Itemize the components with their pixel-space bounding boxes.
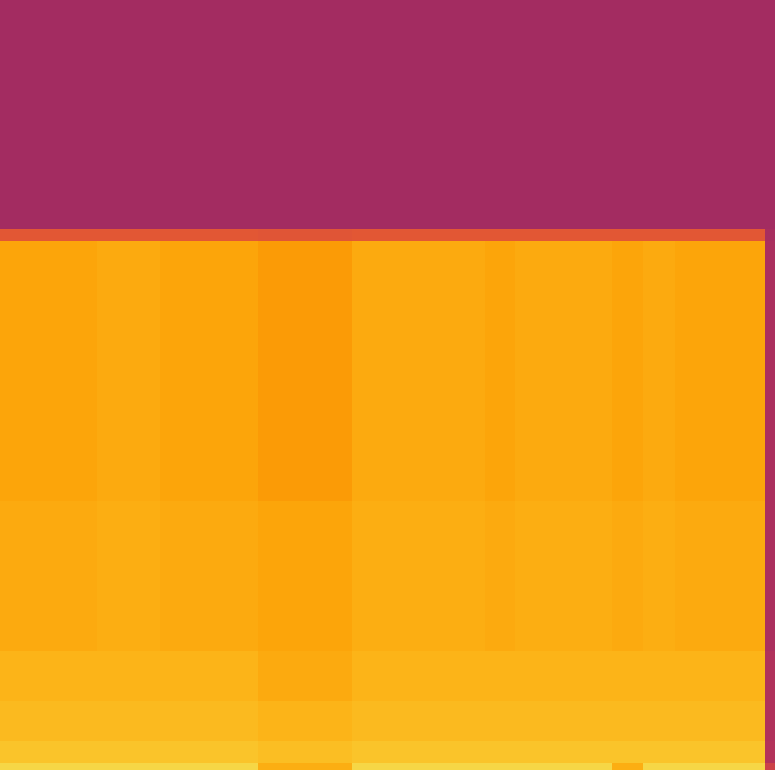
- heatmap-cell: [352, 500, 486, 651]
- chart: [0, 0, 775, 770]
- heatmap-cell: [765, 762, 775, 770]
- heatmap-cell: [515, 228, 613, 241]
- heatmap-cell: [258, 740, 353, 763]
- heatmap-cell: [258, 650, 353, 701]
- heatmap-cell: [515, 240, 613, 501]
- heatmap-cell: [485, 240, 516, 501]
- heatmap-cell: [258, 228, 353, 241]
- heatmap-cell: [612, 228, 644, 241]
- heatmap-cell: [258, 240, 353, 501]
- heatmap-cell: [352, 762, 486, 770]
- heatmap-cell: [515, 762, 613, 770]
- heatmap-cell: [643, 0, 676, 229]
- heatmap-cell: [515, 0, 613, 229]
- heatmap-cell: [765, 240, 775, 501]
- heatmap-cell: [97, 240, 161, 501]
- heatmap-cell: [765, 740, 775, 763]
- heatmap-cell: [643, 228, 676, 241]
- heatmap-cell: [352, 240, 486, 501]
- heatmap-cell: [97, 700, 161, 741]
- heatmap-cell: [485, 762, 516, 770]
- heatmap-cell: [97, 0, 161, 229]
- heatmap-cell: [258, 500, 353, 651]
- heatmap-cells: [0, 0, 775, 770]
- heatmap-cell: [515, 700, 613, 741]
- heatmap-cell: [160, 0, 259, 229]
- heatmap-cell: [643, 650, 676, 701]
- heatmap-cell: [765, 228, 775, 241]
- heatmap-cell: [485, 650, 516, 701]
- heatmap-cell: [0, 500, 98, 651]
- heatmap-cell: [0, 228, 98, 241]
- heatmap-cell: [97, 500, 161, 651]
- heatmap-cell: [352, 740, 486, 763]
- heatmap-cell: [643, 762, 676, 770]
- heatmap-cell: [612, 240, 644, 501]
- heatmap-cell: [643, 700, 676, 741]
- heatmap-cell: [160, 240, 259, 501]
- heatmap-cell: [97, 762, 161, 770]
- heatmap-cell: [765, 0, 775, 229]
- heatmap-cell: [612, 740, 644, 763]
- heatmap-cell: [352, 0, 486, 229]
- heatmap-cell: [0, 650, 98, 701]
- heatmap-cell: [675, 500, 766, 651]
- heatmap-cell: [160, 700, 259, 741]
- heatmap-cell: [0, 740, 98, 763]
- heatmap-cell: [97, 740, 161, 763]
- heatmap-cell: [765, 650, 775, 701]
- heatmap-cell: [160, 500, 259, 651]
- heatmap-cell: [160, 762, 259, 770]
- heatmap-cell: [515, 500, 613, 651]
- heatmap-cell: [352, 650, 486, 701]
- heatmap-cell: [612, 650, 644, 701]
- heatmap-cell: [160, 650, 259, 701]
- heatmap-cell: [675, 650, 766, 701]
- heatmap-cell: [675, 240, 766, 501]
- heatmap-cell: [765, 700, 775, 741]
- heatmap-cell: [675, 762, 766, 770]
- heatmap-cell: [675, 228, 766, 241]
- heatmap-cell: [0, 240, 98, 501]
- heatmap-cell: [0, 0, 98, 229]
- heatmap-cell: [352, 228, 486, 241]
- heatmap-cell: [765, 500, 775, 651]
- heatmap-cell: [643, 740, 676, 763]
- heatmap-cell: [160, 740, 259, 763]
- heatmap-cell: [485, 0, 516, 229]
- heatmap-cell: [643, 500, 676, 651]
- heatmap-cell: [643, 240, 676, 501]
- heatmap-cell: [675, 740, 766, 763]
- heatmap-cell: [485, 700, 516, 741]
- heatmap-cell: [0, 762, 98, 770]
- heatmap-cell: [675, 0, 766, 229]
- heatmap-cell: [485, 500, 516, 651]
- heatmap-cell: [515, 740, 613, 763]
- heatmap-cell: [485, 740, 516, 763]
- heatmap-cell: [612, 700, 644, 741]
- heatmap-cell: [612, 762, 644, 770]
- heatmap-cell: [352, 700, 486, 741]
- heatmap-cell: [258, 0, 353, 229]
- heatmap-cell: [97, 650, 161, 701]
- heatmap-cell: [97, 228, 161, 241]
- heatmap-cell: [0, 700, 98, 741]
- heatmap-cell: [612, 500, 644, 651]
- heatmap-cell: [258, 762, 353, 770]
- heatmap-cell: [515, 650, 613, 701]
- heatmap-cell: [612, 0, 644, 229]
- heatmap-cell: [675, 700, 766, 741]
- heatmap-cell: [160, 228, 259, 241]
- heatmap-cell: [485, 228, 516, 241]
- heatmap-cell: [258, 700, 353, 741]
